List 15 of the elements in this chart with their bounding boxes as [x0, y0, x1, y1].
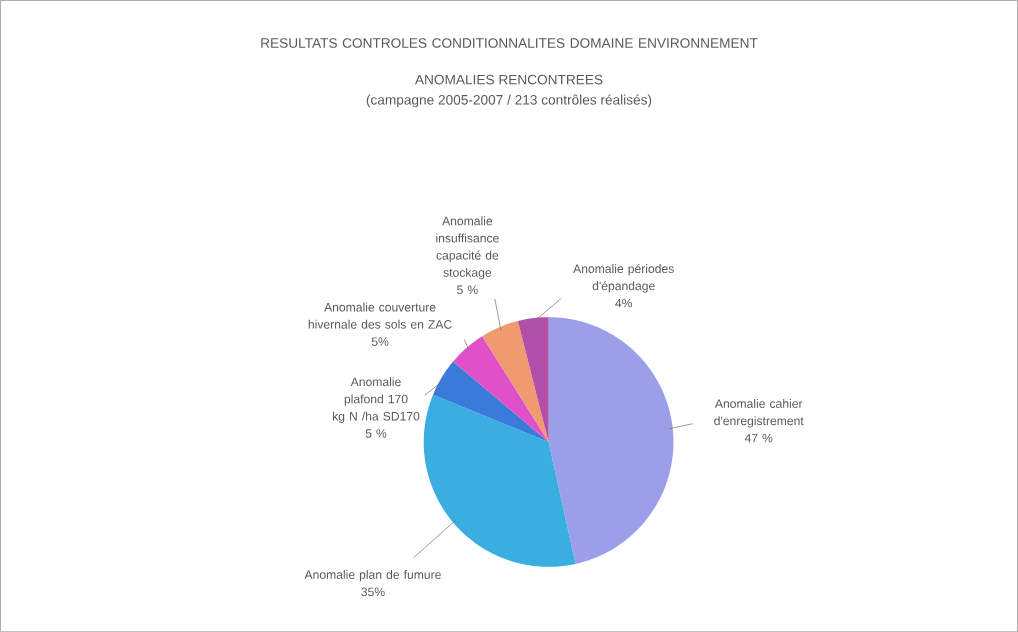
slice-label: Anomalie couverture hivernale des sols en ZAC — [308, 302, 452, 329]
chart-subtitle: ANOMALIES RENCONTREES — [414, 74, 603, 85]
data-label: 47 % — [744, 433, 773, 443]
slice-label: Anomalie plan de fumure — [304, 569, 441, 582]
chart-title: RESULTATS CONTROLES CONDITIONNALITES DOMAINE ENVIRONNEMENT — [261, 38, 758, 48]
slice-label: Anomalie périodes d'épandage — [573, 263, 674, 293]
data-label: 5 % — [457, 285, 478, 294]
slice-label: Anomalie cahier d'enregistrement — [714, 398, 804, 428]
data-label: 35% — [361, 587, 385, 597]
text: (campagne 2005-2007 / 213 contrôles réalisés) — [366, 94, 652, 108]
data-label: 5 % — [365, 429, 387, 438]
slice-label: Anomalie plafond 170 kg N /ha SD170 — [332, 377, 420, 423]
data-label: 5% — [371, 337, 389, 346]
data-label: 4% — [615, 298, 633, 308]
slice-label: Anomalie insuffisance capacité de stockage — [436, 216, 499, 280]
